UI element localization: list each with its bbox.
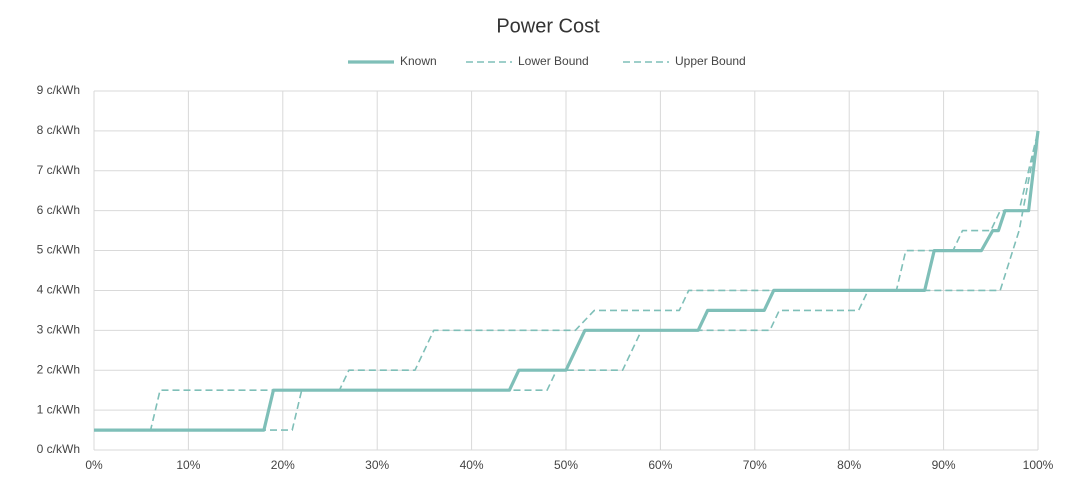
y-tick-label: 9 c/kWh <box>37 83 80 97</box>
x-tick-label: 0% <box>85 458 103 472</box>
legend-label: Known <box>400 54 437 68</box>
x-tick-label: 30% <box>365 458 389 472</box>
chart-title: Power Cost <box>496 15 600 37</box>
y-tick-label: 6 c/kWh <box>37 203 80 217</box>
y-tick-label: 4 c/kWh <box>37 283 80 297</box>
y-tick-label: 2 c/kWh <box>37 362 80 376</box>
y-tick-label: 7 c/kWh <box>37 163 80 177</box>
x-tick-label: 40% <box>460 458 484 472</box>
x-tick-label: 60% <box>648 458 672 472</box>
x-tick-label: 80% <box>837 458 861 472</box>
legend-label: Upper Bound <box>675 54 746 68</box>
x-tick-label: 100% <box>1023 458 1054 472</box>
legend-label: Lower Bound <box>518 54 589 68</box>
x-tick-label: 10% <box>176 458 200 472</box>
series-line <box>94 130 1039 431</box>
x-tick-label: 50% <box>554 458 578 472</box>
x-tick-label: 20% <box>271 458 295 472</box>
y-tick-label: 0 c/kWh <box>37 442 80 456</box>
x-tick-label: 70% <box>743 458 767 472</box>
y-tick-label: 1 c/kWh <box>37 402 80 416</box>
y-tick-label: 3 c/kWh <box>37 323 80 337</box>
y-tick-label: 8 c/kWh <box>37 123 80 137</box>
y-tick-label: 5 c/kWh <box>37 243 80 257</box>
x-tick-label: 90% <box>932 458 956 472</box>
series-line <box>94 130 1039 431</box>
